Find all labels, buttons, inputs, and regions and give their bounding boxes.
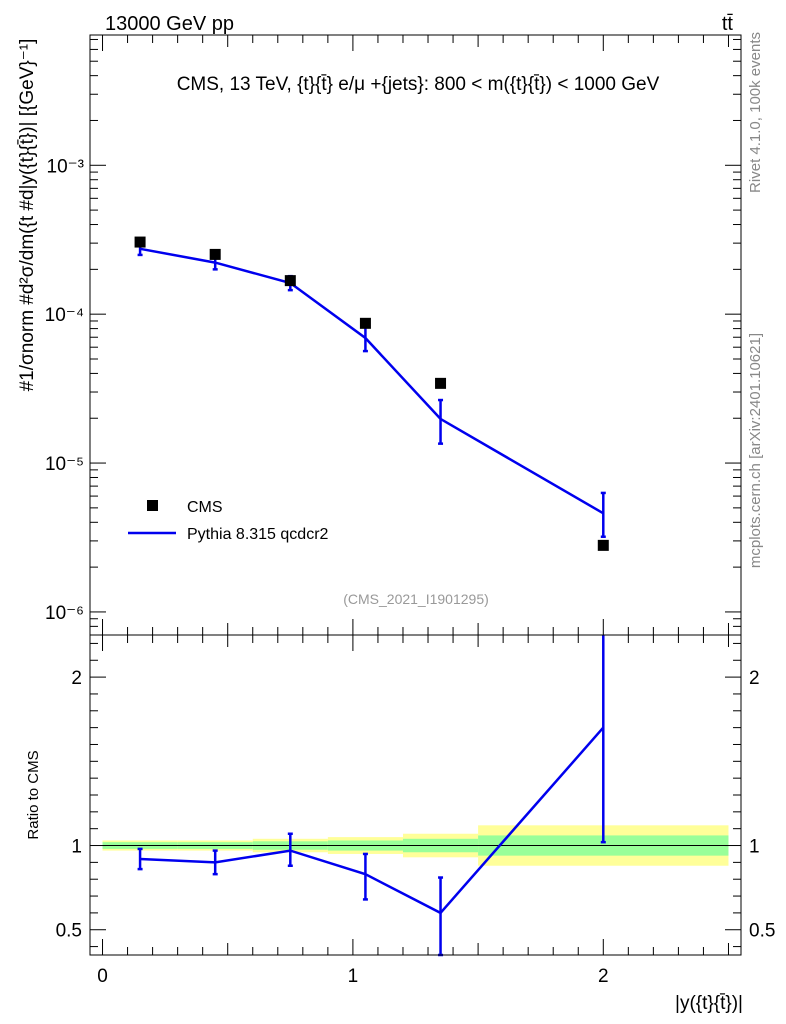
legend-cms-label: CMS bbox=[187, 499, 223, 516]
header-left: 13000 GeV pp bbox=[105, 13, 234, 35]
y-tick-label: 10⁻⁶ bbox=[45, 603, 84, 624]
main-marks bbox=[134, 236, 609, 551]
ratio-mc-line bbox=[140, 726, 605, 915]
ratio-y-tick-label-left: 0.5 bbox=[56, 921, 82, 942]
y-tick-label: 10⁻⁴ bbox=[45, 305, 84, 326]
watermark: (CMS_2021_I1901295) bbox=[343, 591, 489, 607]
ratio-panel: 0.5 0.5 1 1 2 2 0 1 2 Ratio to CMS |y({t}{t̄})| bbox=[25, 635, 775, 1014]
cms-data-point bbox=[359, 317, 371, 329]
main-title: CMS, 13 TeV, {t}{t̄} e/μ +{jets}: 800 < … bbox=[177, 74, 660, 95]
ratio-axes: 0.5 0.5 1 1 2 2 0 1 2 bbox=[56, 635, 775, 987]
main-y-axis-label: #1/σnorm #d²σ/dm({t #d|y({t}{t̄})| [{GeV… bbox=[17, 39, 38, 392]
main-panel: CMS, 13 TeV, {t}{t̄} e/μ +{jets}: 800 < … bbox=[17, 35, 741, 636]
ratio-frame bbox=[89, 634, 742, 956]
legend-cms-marker bbox=[147, 500, 158, 511]
x-axis-label: |y({t}{t̄})| bbox=[675, 993, 743, 1014]
ratio-y-tick-label-right: 0.5 bbox=[749, 921, 775, 942]
ratio-y-tick-label-left: 1 bbox=[71, 837, 82, 858]
cms-data-point bbox=[209, 248, 221, 260]
cms-data-point bbox=[435, 377, 447, 389]
ratio-uncertainty-bands bbox=[102, 825, 729, 866]
legend: CMS Pythia 8.315 qcdcr2 bbox=[128, 499, 329, 543]
x-tick-label: 2 bbox=[598, 966, 609, 987]
mcplots-label: mcplots.cern.ch [arXiv:2401.10621] bbox=[747, 333, 764, 568]
main-frame bbox=[89, 34, 742, 636]
ratio-y-tick-label-right: 1 bbox=[749, 837, 760, 858]
mc-line bbox=[139, 247, 604, 515]
rivet-label: Rivet 4.1.0, 100k events bbox=[747, 32, 764, 193]
header-right: tt̄ bbox=[722, 13, 734, 35]
main-axes: 10⁻³ 10⁻⁴ 10⁻⁵ 10⁻⁶ bbox=[45, 35, 741, 636]
legend-mc-label: Pythia 8.315 qcdcr2 bbox=[187, 526, 329, 543]
ratio-y-tick-label-right: 2 bbox=[749, 668, 760, 689]
x-tick-label: 1 bbox=[348, 966, 359, 987]
ratio-marks bbox=[137, 635, 606, 957]
ratio-y-axis-label: Ratio to CMS bbox=[25, 750, 42, 839]
y-tick-label: 10⁻⁵ bbox=[45, 454, 84, 475]
x-tick-label: 0 bbox=[97, 966, 108, 987]
ratio-y-tick-label-left: 2 bbox=[71, 668, 82, 689]
cms-data-point bbox=[134, 236, 146, 248]
cms-data-point bbox=[597, 539, 609, 551]
y-tick-label: 10⁻³ bbox=[47, 156, 85, 177]
cms-data-point bbox=[284, 275, 296, 287]
